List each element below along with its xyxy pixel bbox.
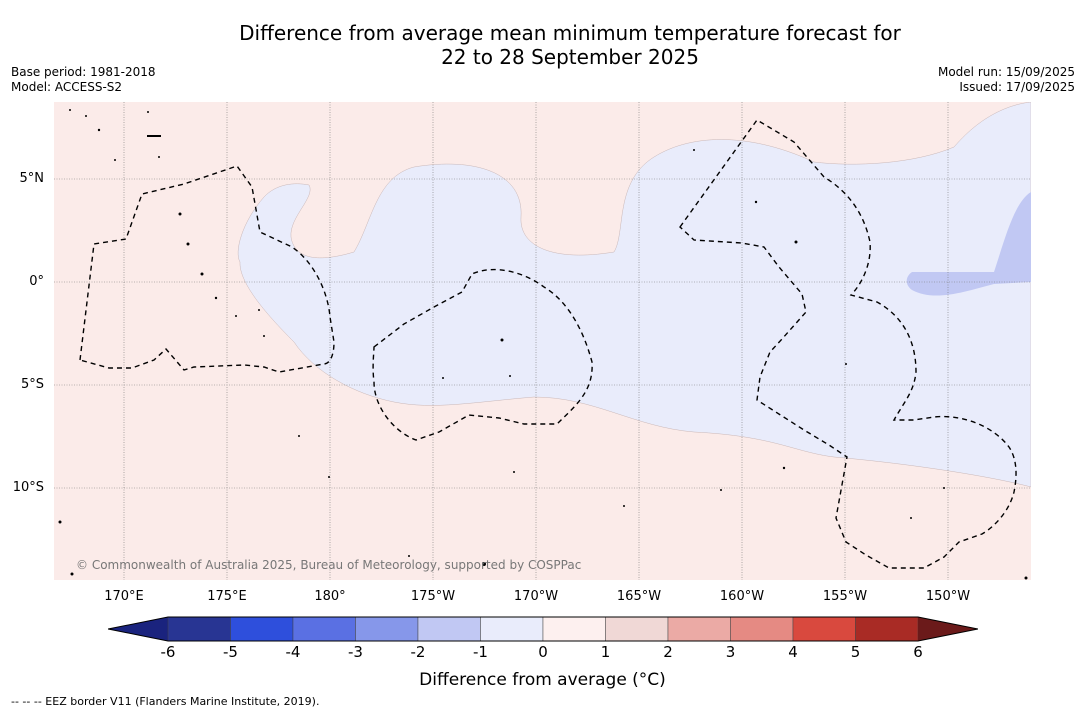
lon-label-170w: 170°W [513,589,559,604]
island [70,572,74,576]
colorbar-tick-label: 3 [725,643,736,661]
island [442,377,444,379]
colorbar-bin [230,616,294,642]
colorbar-tick-label: 4 [788,643,798,661]
island [158,156,160,158]
colorbar-bin [355,616,419,642]
colorbar-bin [542,616,606,642]
eez-line-islands [679,119,1017,569]
colorbar-bin [417,616,481,642]
colorbar-tick-label: -6 [160,643,176,661]
island [298,435,300,437]
base-period: Base period: 1981-2018 [11,65,156,79]
colorbar-extend-low [108,617,168,641]
lat-label-5s: 5°S [20,377,44,392]
lat-label-10s: 10°S [12,480,44,495]
lon-label-150w: 150°W [925,589,971,604]
colorbar-bin [792,616,856,642]
colorbar-bin [605,616,669,642]
lon-label-165w: 165°W [616,589,662,604]
copyright-notice: © Commonwealth of Australia 2025, Bureau… [76,558,582,572]
lat-label-equator: 0° [29,274,44,289]
colorbar-tick-label: -5 [223,643,238,661]
colorbar-tick-label: -4 [285,643,301,661]
lon-label-160w: 160°W [719,589,765,604]
lon-label-170e: 170°E [104,589,144,604]
island [720,489,722,491]
island [754,200,758,204]
meta-right: Model run: 15/09/2025 Issued: 17/09/2025 [938,65,1075,95]
island [910,517,912,519]
eez-phoenix-islands [372,268,593,441]
colorbar-tick-label: -2 [410,643,426,661]
colorbar-bin [855,616,919,642]
colorbar [107,616,979,642]
island [263,335,265,337]
island [482,562,486,566]
colorbar-tick-label: 0 [538,643,548,661]
island [114,159,116,161]
colorbar-extend-high [918,617,978,641]
colorbar-bin [292,616,356,642]
map-title: Difference from average mean minimum tem… [0,21,1085,69]
island [186,242,190,246]
lon-label-180: 180° [314,589,346,604]
island [147,135,161,137]
lon-label-155w: 155°W [822,589,868,604]
colorbar-tick-label: 5 [850,643,861,661]
colorbar-tick-label: -3 [348,643,363,661]
title-line-2: 22 to 28 September 2025 [441,45,699,69]
cool-anomaly-region [237,102,1031,488]
island [97,128,101,132]
eez-borders [79,119,1017,569]
model-run: Model run: 15/09/2025 [937,65,1075,79]
island [85,115,87,117]
island [693,149,695,151]
colorbar-bins [167,616,919,642]
map-svg [54,102,1031,580]
colorbar-tick-label: 2 [663,643,673,661]
island [794,240,798,244]
title-line-1: Difference from average mean minimum tem… [239,21,901,45]
island [235,315,237,317]
island [513,471,515,473]
colorbar-tick-label: 1 [600,643,611,661]
island [782,466,786,470]
island [623,505,625,507]
strong-cool-anomaly-region [906,192,1031,296]
issued-date: Issued: 17/09/2025 [959,80,1075,94]
island [845,363,847,365]
island [200,272,204,276]
island [328,476,330,478]
eez-kiribati-gilbert [79,165,335,373]
model-name: Model: ACCESS-S2 [11,80,123,94]
eez-legend: -- -- -- EEZ border V11 (Flanders Marine… [11,695,320,708]
colorbar-tick-label: -1 [473,643,488,661]
colorbar-bin [730,616,794,642]
island [408,555,410,557]
colorbar-bin [480,616,544,642]
colorbar-bin [167,616,231,642]
island [69,109,71,111]
islands [58,109,1028,580]
meta-left: Base period: 1981-2018 Model: ACCESS-S2 [11,65,156,95]
colorbar-svg [107,616,979,642]
map-panel [54,102,1031,580]
colorbar-tick-label: 6 [913,643,923,661]
lat-label-5n: 5°N [19,171,45,186]
island [943,487,945,489]
lon-label-175e: 175°E [207,589,247,604]
island [1024,576,1028,580]
island [178,212,182,216]
island [58,520,62,524]
colorbar-title: Difference from average (°C) [419,670,666,690]
island [258,309,260,311]
graticule [54,102,1031,580]
island [214,296,218,300]
island [147,111,149,113]
lon-label-175w: 175°W [410,589,456,604]
island [509,375,511,377]
colorbar-bin [667,616,731,642]
island [500,338,504,342]
